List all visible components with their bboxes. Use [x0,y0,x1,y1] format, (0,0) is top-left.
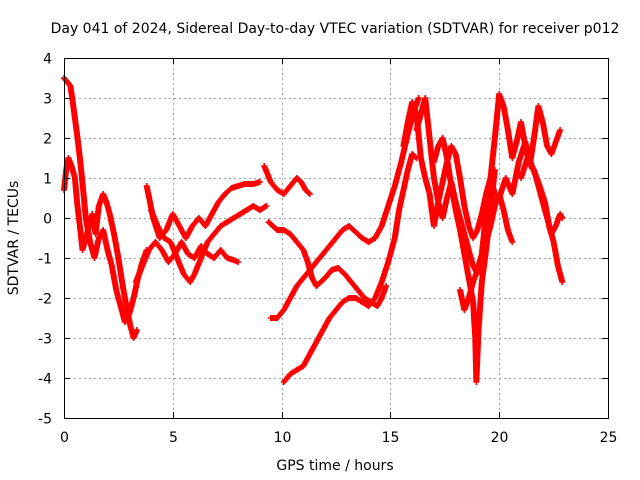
x-tick-label: 5 [169,430,178,446]
y-tick-label: -5 [38,412,52,428]
axis-ticks [64,58,609,419]
y-axis-label: SDTVAR / TECUs [6,181,22,296]
data-series-track-7 [265,219,390,309]
y-tick-label: -2 [38,292,52,308]
x-tick-label: 10 [274,430,292,446]
x-tick-label: 25 [600,430,618,446]
data-series-track-9 [280,151,420,385]
data-series-track-15 [518,155,566,237]
y-tick-label: 0 [43,212,52,228]
data-series-track-6 [261,163,313,197]
y-tick-label: 2 [43,132,52,148]
x-axis-label: GPS time / hours [276,458,393,474]
x-tick-labels: 0 5 10 15 20 25 [60,430,617,446]
chart-title: Day 041 of 2024, Sidereal Day-to-day VTE… [51,21,620,37]
data-series-track-5 [148,203,270,285]
y-tick-labels: -5 -4 -3 -2 -1 0 1 2 3 4 [38,52,52,428]
x-tick-label: 0 [60,430,69,446]
x-tick-label: 15 [382,430,400,446]
grid-lines [64,58,608,418]
data-series-track-13 [457,91,564,313]
y-tick-label: -3 [38,332,52,348]
data-series-track-12 [430,135,498,385]
y-tick-label: 1 [43,172,52,188]
y-tick-label: -4 [38,372,52,388]
plot-frame [64,58,609,419]
x-tick-label: 20 [491,430,509,446]
y-tick-label: 4 [43,52,52,68]
y-tick-label: -1 [38,252,52,268]
y-tick-label: 3 [43,92,52,108]
